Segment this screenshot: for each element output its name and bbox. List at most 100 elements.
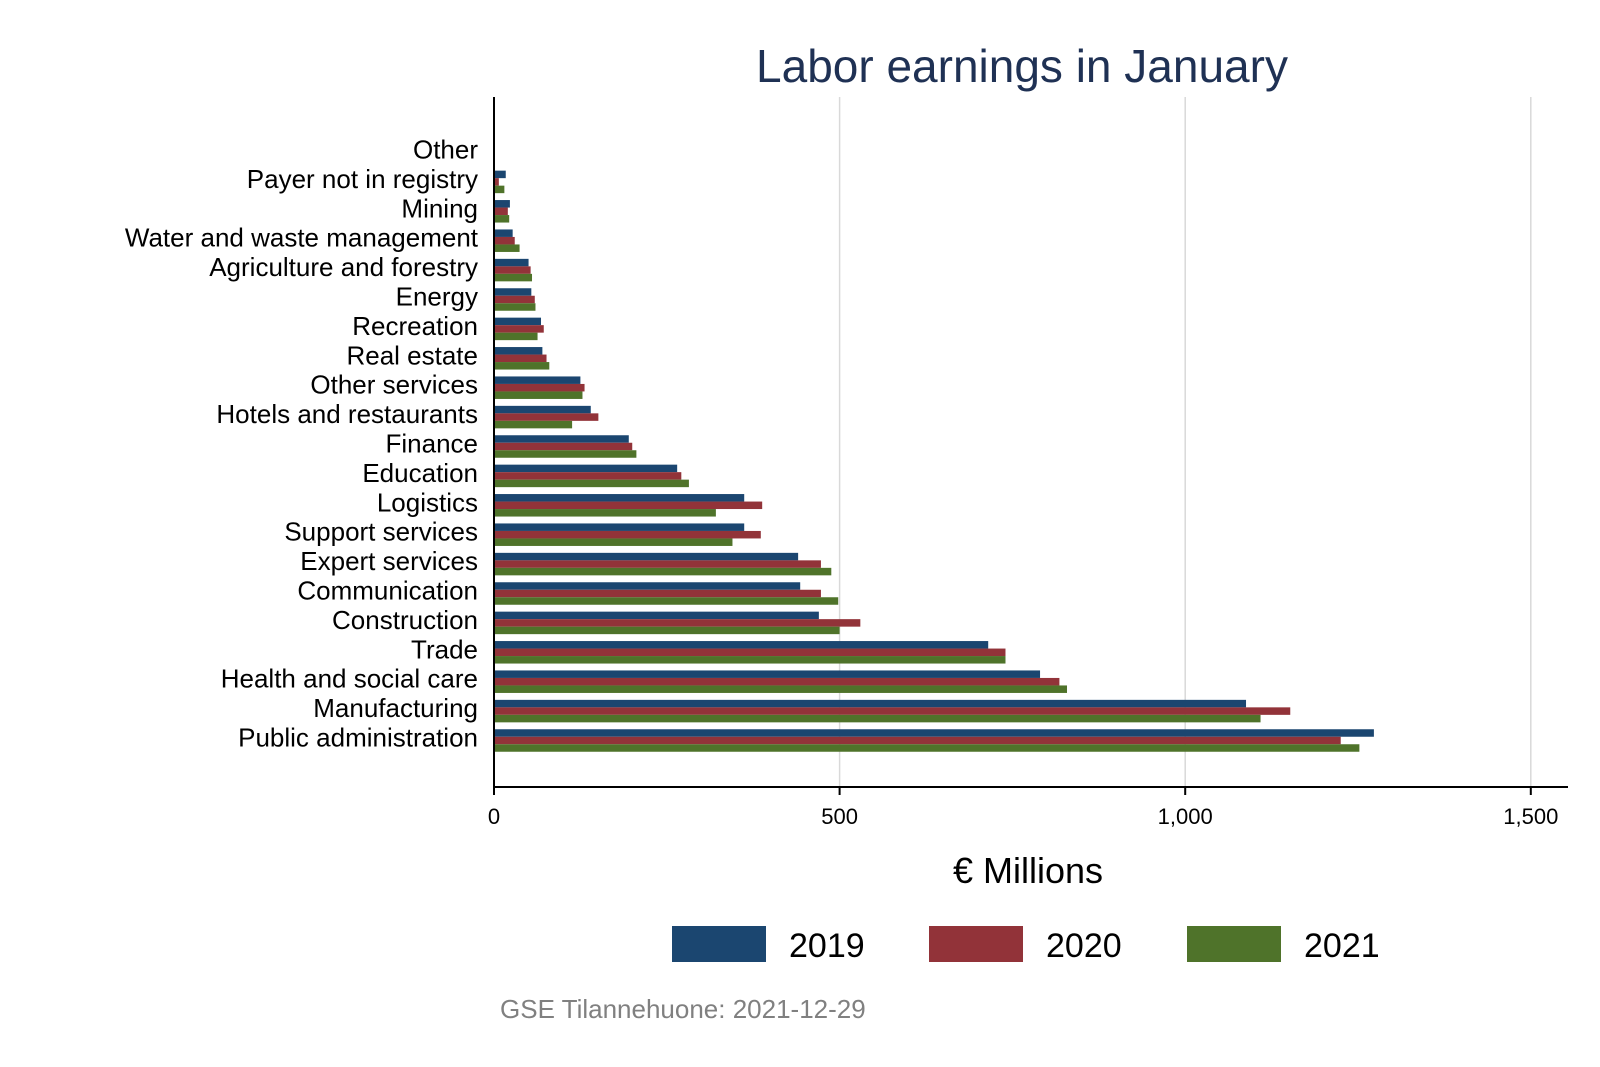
x-tick-label-1: 500 [821,804,858,829]
chart-title: Labor earnings in January [756,40,1288,92]
bar-2021-13 [494,538,733,546]
bar-2019-9 [494,405,591,414]
bar-2020-11 [494,472,682,480]
bar-2021-9 [494,420,573,429]
bar-2020-14 [494,560,821,568]
bar-2020-7 [494,354,547,363]
category-label-0: Other [413,135,478,165]
x-tick-label-2: 1,000 [1158,804,1213,829]
bar-2021-10 [494,450,637,458]
x-tick-labels: 0 500 1,000 1,500 [488,804,1558,829]
bar-2020-8 [494,383,585,392]
bar-2021-14 [494,567,832,576]
bar-2020-16 [494,619,861,627]
bar-2019-3 [494,229,513,237]
bar-2021-16 [494,626,840,635]
bar-2019-16 [494,611,819,620]
x-axis-title: € Millions [953,850,1103,891]
category-label-11: Education [362,458,478,488]
bar-2021-15 [494,597,839,605]
bar-2020-6 [494,325,544,333]
bar-2019-19 [494,699,1247,708]
x-tick-label-3: 1,500 [1503,804,1558,829]
bar-2021-19 [494,714,1261,723]
bar-2019-13 [494,523,745,531]
category-label-18: Health and social care [221,664,478,694]
bar-2021-7 [494,362,550,370]
bar-2020-4 [494,266,531,274]
category-label-4: Agriculture and forestry [209,252,478,282]
category-label-15: Communication [297,576,478,606]
bar-2021-3 [494,244,520,252]
bar-2021-2 [494,215,510,223]
bar-2019-8 [494,376,581,384]
bar-2019-12 [494,494,745,502]
category-label-8: Other services [310,370,478,400]
category-label-5: Energy [396,282,478,312]
legend-label-2019: 2019 [789,927,865,965]
bar-2021-11 [494,479,689,488]
category-label-14: Expert services [300,546,478,576]
bar-2019-17 [494,641,989,649]
legend-label-2020: 2020 [1046,927,1122,965]
bar-2021-1 [494,185,505,194]
axes [493,97,1568,795]
category-label-17: Trade [411,634,478,664]
category-label-7: Real estate [346,340,478,370]
bars [494,141,1374,752]
bar-2020-19 [494,707,1291,715]
bar-2019-1 [494,170,506,179]
category-label-3: Water and waste management [125,223,479,253]
bar-2019-6 [494,317,542,326]
bar-2019-5 [494,288,532,296]
category-label-10: Finance [386,429,479,459]
x-tick-label-0: 0 [488,804,500,829]
bar-2019-10 [494,435,629,443]
bar-2019-20 [494,729,1374,737]
category-label-1: Payer not in registry [247,164,478,194]
bar-2021-6 [494,332,538,341]
legend-swatch-2019 [672,926,766,962]
bar-2020-12 [494,501,763,510]
category-label-2: Mining [401,193,478,223]
bar-2019-15 [494,582,801,590]
bar-2020-13 [494,530,761,539]
bar-2020-5 [494,295,535,304]
category-label-12: Logistics [377,487,478,517]
bar-2019-18 [494,670,1041,678]
bar-2021-20 [494,744,1360,752]
bar-2019-7 [494,347,543,355]
bar-2019-2 [494,200,510,208]
bar-2021-18 [494,685,1068,693]
category-label-19: Manufacturing [313,693,478,723]
bar-2020-9 [494,413,599,421]
category-label-13: Support services [284,517,478,547]
bar-2021-5 [494,303,536,311]
bar-2020-10 [494,442,633,451]
category-label-6: Recreation [352,311,478,341]
legend-swatch-2020 [929,926,1023,962]
bar-2020-15 [494,589,821,598]
category-label-16: Construction [332,605,478,635]
category-label-9: Hotels and restaurants [216,399,478,429]
bar-2020-2 [494,207,508,216]
bar-2020-1 [494,178,499,186]
bar-2020-3 [494,236,515,245]
legend-label-2021: 2021 [1304,927,1380,965]
bar-2021-4 [494,273,533,282]
source-note: GSE Tilannehuone: 2021-12-29 [500,994,866,1024]
bar-2019-4 [494,258,529,267]
bar-2021-12 [494,509,716,517]
bar-2020-17 [494,648,1006,657]
bar-2021-17 [494,656,1006,664]
bar-2019-11 [494,464,678,473]
bar-2021-8 [494,391,583,399]
legend-swatch-2021 [1187,926,1281,962]
legend: 2019 2020 2021 [672,926,1380,965]
bar-2019-14 [494,552,799,561]
bar-2020-18 [494,677,1060,686]
category-label-20: Public administration [238,723,478,753]
